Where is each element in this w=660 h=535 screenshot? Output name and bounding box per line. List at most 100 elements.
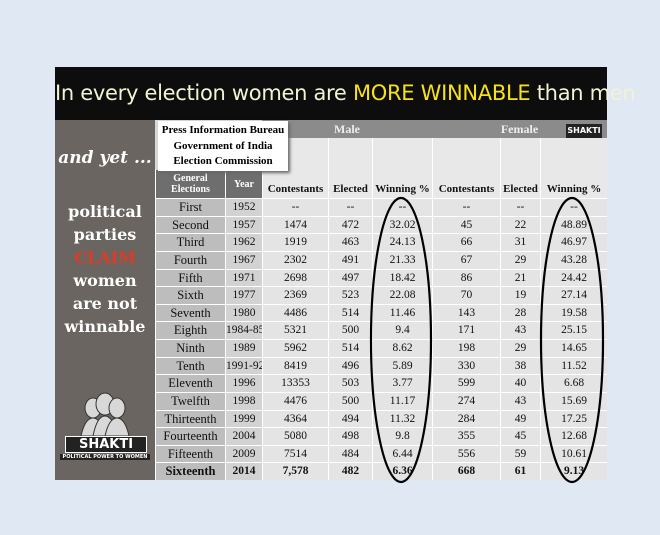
table-cell: 24.13 — [372, 233, 432, 251]
table-cell: -- — [372, 198, 432, 216]
election-name: Sixth — [155, 286, 225, 304]
election-name: Fifteenth — [155, 444, 225, 463]
table-cell: -- — [432, 198, 500, 216]
claim-line: parties — [73, 225, 137, 244]
year: 1952 — [225, 198, 262, 216]
table-cell: 498 — [328, 427, 372, 445]
table-cell: 514 — [328, 303, 372, 322]
table-cell: 2302 — [262, 250, 328, 269]
column-header: Elected — [500, 138, 540, 198]
table-cell: 2369 — [262, 286, 328, 304]
claim-line: CLAIM — [74, 248, 136, 267]
table-cell: 330 — [432, 356, 500, 375]
table-cell: 66 — [432, 233, 500, 251]
election-name: First — [155, 198, 225, 216]
table-cell: 29 — [500, 250, 540, 269]
table-cell: 523 — [328, 286, 372, 304]
table-cell: 43 — [500, 321, 540, 339]
table-cell: 355 — [432, 427, 500, 445]
table-cell: 514 — [328, 339, 372, 357]
election-name: Third — [155, 233, 225, 251]
source-line: Government of India — [173, 139, 273, 152]
column-header: Elected — [328, 138, 372, 198]
election-name: Eighth — [155, 321, 225, 339]
table-cell: 11.32 — [372, 409, 432, 428]
election-name: Fourteenth — [155, 427, 225, 445]
table-cell: 484 — [328, 444, 372, 463]
table-cell: 45 — [500, 427, 540, 445]
table-cell: 13353 — [262, 374, 328, 392]
year: 1996 — [225, 374, 262, 392]
table-cell: 496 — [328, 356, 372, 375]
election-name: Eleventh — [155, 374, 225, 392]
group-logo: SHAKTI — [566, 124, 602, 138]
title-highlight: MORE WINNABLE — [352, 81, 531, 105]
table-cell: 4486 — [262, 303, 328, 322]
table-cell: 48.89 — [540, 215, 607, 234]
table-cell: 11.17 — [372, 391, 432, 410]
table-cell: 463 — [328, 233, 372, 251]
table-cell: 6.44 — [372, 444, 432, 463]
table-cell: 15.69 — [540, 391, 607, 410]
claim-line: are not — [72, 294, 138, 313]
column-header: General Elections — [155, 170, 225, 198]
table-cell: 668 — [432, 462, 500, 480]
year: 1991-92 — [225, 356, 262, 375]
table-cell: 27.14 — [540, 286, 607, 304]
table-cell: 46.97 — [540, 233, 607, 251]
election-name: Sixteenth — [155, 462, 225, 480]
year: 1957 — [225, 215, 262, 234]
table-cell: 6.36 — [372, 462, 432, 480]
table-cell: 494 — [328, 409, 372, 428]
table-cell: 18.42 — [372, 268, 432, 287]
table-cell: 491 — [328, 250, 372, 269]
table-cell: 500 — [328, 391, 372, 410]
table-cell: 21.33 — [372, 250, 432, 269]
logo-tagline: POLITICAL POWER TO WOMEN — [60, 454, 150, 460]
election-name: Ninth — [155, 339, 225, 357]
table-cell: 8419 — [262, 356, 328, 375]
table-cell: 24.42 — [540, 268, 607, 287]
table-cell: 61 — [500, 462, 540, 480]
election-name: Second — [155, 215, 225, 234]
table-cell: 21 — [500, 268, 540, 287]
table-cell: 43.28 — [540, 250, 607, 269]
claim-line: women — [73, 271, 137, 290]
table-cell: -- — [262, 198, 328, 216]
election-name: Fourth — [155, 250, 225, 269]
election-name: Fifth — [155, 268, 225, 287]
table-cell: 40 — [500, 374, 540, 392]
year: 1967 — [225, 250, 262, 269]
column-header: Winning % — [372, 138, 432, 198]
table-cell: 198 — [432, 339, 500, 357]
year: 1977 — [225, 286, 262, 304]
year: 1962 — [225, 233, 262, 251]
table-cell: 497 — [328, 268, 372, 287]
table-cell: -- — [328, 198, 372, 216]
table-cell: 171 — [432, 321, 500, 339]
year: 2009 — [225, 444, 262, 463]
title-bar: In every election women are MORE WINNABL… — [55, 67, 636, 120]
table-cell: 17.25 — [540, 409, 607, 428]
year: 2014 — [225, 462, 262, 480]
table-cell: 7514 — [262, 444, 328, 463]
table-cell: 4364 — [262, 409, 328, 428]
logo-figures — [80, 392, 130, 437]
source-box: Press Information Bureau Government of I… — [158, 121, 288, 171]
table-cell: 482 — [328, 462, 372, 480]
column-header: Year — [225, 170, 262, 198]
column-header: Contestants — [432, 138, 500, 198]
and-yet: and yet ... — [58, 148, 152, 168]
table-cell: 5962 — [262, 339, 328, 357]
table-cell: -- — [540, 198, 607, 216]
table-cell: 25.15 — [540, 321, 607, 339]
table-cell: 70 — [432, 286, 500, 304]
table-cell: 22 — [500, 215, 540, 234]
table-cell: 19 — [500, 286, 540, 304]
table-cell: 284 — [432, 409, 500, 428]
table-cell: 9.13 — [540, 462, 607, 480]
year: 1984-85 — [225, 321, 262, 339]
table-cell: 1919 — [262, 233, 328, 251]
year: 2004 — [225, 427, 262, 445]
table-cell: 12.68 — [540, 427, 607, 445]
